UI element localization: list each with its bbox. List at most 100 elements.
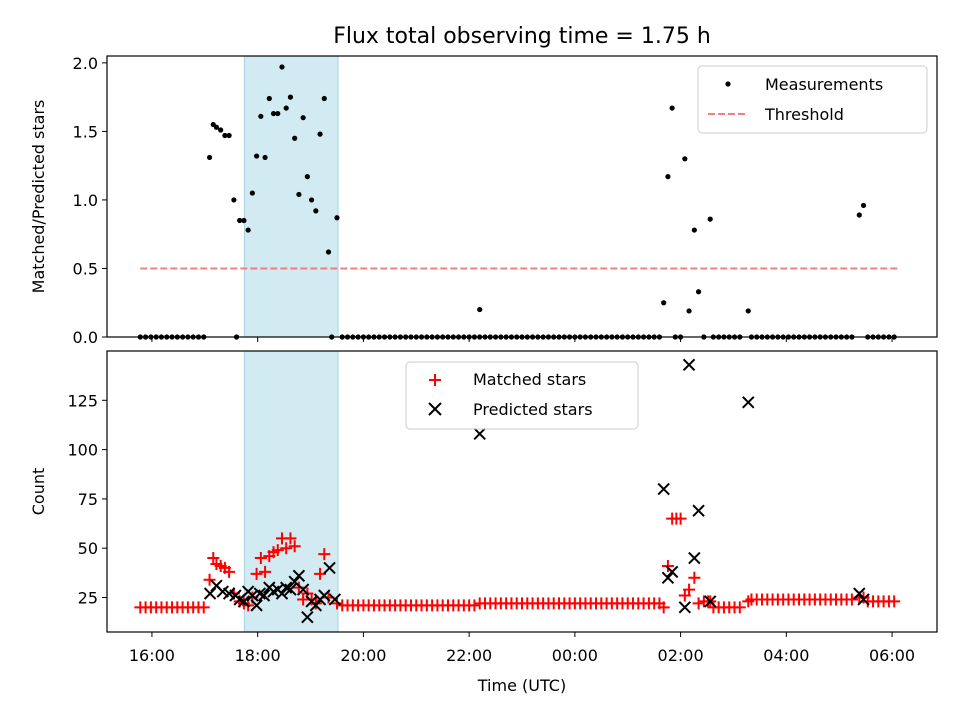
- measurement-point: [245, 227, 251, 233]
- measurement-point: [695, 289, 702, 295]
- predicted-point: [682, 358, 696, 372]
- measurement-point: [477, 306, 483, 313]
- predicted-point: [275, 587, 289, 600]
- predicted-series: [203, 358, 870, 624]
- top-axes-frame: [106, 55, 938, 338]
- predicted-point: [688, 551, 701, 565]
- legend-measurements-marker: [725, 81, 731, 87]
- y-tick-label: 25: [78, 588, 98, 607]
- measurement-point: [325, 249, 332, 255]
- bottom-axes-frame: [106, 350, 938, 633]
- x-tick-label: 06:00: [869, 646, 915, 665]
- measurement-point: [691, 227, 697, 233]
- matched-point: [683, 583, 696, 596]
- y-axis-label-top: Matched/Predicted stars: [29, 100, 48, 294]
- measurement-point: [304, 174, 310, 180]
- measurement-point: [292, 135, 298, 141]
- y-tick-label: 125: [67, 391, 98, 410]
- legend-predicted-marker: [428, 402, 442, 416]
- matched-point: [197, 601, 210, 614]
- matched-point: [280, 542, 293, 555]
- matched-point: [259, 565, 272, 578]
- x-axis-ticks-top: [151, 337, 893, 342]
- predicted-point: [678, 601, 692, 614]
- predicted-point: [318, 589, 331, 602]
- matched-point: [888, 595, 901, 608]
- matched-point: [845, 593, 858, 606]
- matched-point: [284, 532, 297, 545]
- y-tick-label: 2.0: [73, 54, 98, 73]
- measurement-point: [321, 95, 327, 102]
- predicted-point: [657, 482, 670, 496]
- chart-title: Flux total observing time = 1.75 h: [333, 24, 711, 49]
- measurement-point: [213, 124, 220, 130]
- legend-threshold-label: Threshold: [764, 105, 844, 124]
- matched-point: [271, 544, 284, 557]
- measurement-point: [218, 127, 224, 133]
- measurement-point: [287, 94, 294, 100]
- legend-matched-marker: [429, 374, 441, 386]
- measurement-point: [226, 132, 232, 139]
- matched-point: [292, 581, 305, 594]
- count-panel: 25 50 75 100 125 16:00 18:00 20:00 22:00 00:00 02…: [29, 350, 938, 665]
- measurement-point: [279, 64, 285, 70]
- measurement-point: [300, 115, 306, 121]
- measurement-point: [334, 215, 340, 221]
- predicted-point: [257, 589, 271, 602]
- matched-point: [674, 512, 687, 525]
- measurement-point: [266, 95, 272, 102]
- predicted-point: [296, 583, 310, 596]
- y-tick-label: 0.0: [73, 328, 98, 347]
- measurement-point: [317, 131, 323, 137]
- predicted-point: [292, 569, 306, 583]
- matched-point: [702, 595, 715, 608]
- predicted-point: [692, 504, 705, 517]
- x-tick-label: 00:00: [552, 646, 598, 665]
- predicted-point: [742, 396, 755, 409]
- matched-point: [330, 597, 343, 610]
- predicted-point: [237, 595, 251, 608]
- measurement-point: [308, 197, 315, 203]
- measurement-point: [206, 154, 213, 161]
- measurement-point: [275, 110, 281, 117]
- predicted-point: [301, 611, 314, 624]
- matched-point: [318, 548, 331, 561]
- x-axis-ticks-bottom: 16:00 18:00 20:00 22:00 00:00 02:00 04:00 06:00: [129, 632, 915, 665]
- y-tick-label: 50: [78, 539, 98, 558]
- measurement-point: [745, 308, 751, 314]
- measurement-point: [254, 153, 260, 159]
- matched-series: [134, 512, 901, 614]
- legend-measurements-label: Measurements: [765, 75, 883, 94]
- measurement-point: [313, 208, 319, 214]
- measurement-point: [665, 174, 671, 180]
- y-tick-label: 100: [67, 441, 98, 460]
- measurement-point: [241, 217, 247, 224]
- matched-point: [688, 571, 701, 584]
- measurement-point: [707, 216, 713, 222]
- legend-top: Measurements Threshold: [697, 65, 928, 134]
- predicted-point: [250, 599, 263, 612]
- measurement-point: [682, 156, 688, 162]
- matched-point: [314, 567, 327, 580]
- matched-point: [661, 559, 674, 572]
- matched-point: [223, 565, 236, 578]
- measurement-point: [856, 212, 862, 218]
- y-axis-ticks-bottom: 25 50 75 100 125: [67, 391, 107, 607]
- observing-span: [243, 55, 339, 338]
- predicted-point: [473, 427, 486, 441]
- x-tick-label: 20:00: [340, 646, 386, 665]
- y-tick-label: 1.5: [73, 122, 98, 141]
- matched-point: [254, 552, 267, 565]
- x-tick-label: 18:00: [235, 646, 281, 665]
- measurement-point: [860, 202, 867, 209]
- predicted-point: [665, 565, 679, 579]
- legend-top-box: [697, 65, 928, 134]
- predicted-point: [323, 561, 336, 575]
- x-tick-label: 04:00: [763, 646, 809, 665]
- y-axis-label-bottom: Count: [29, 468, 48, 516]
- matched-point: [692, 597, 705, 610]
- predicted-point: [857, 593, 870, 606]
- matched-point: [288, 540, 301, 553]
- predicted-point: [853, 587, 866, 600]
- matched-point: [653, 597, 666, 610]
